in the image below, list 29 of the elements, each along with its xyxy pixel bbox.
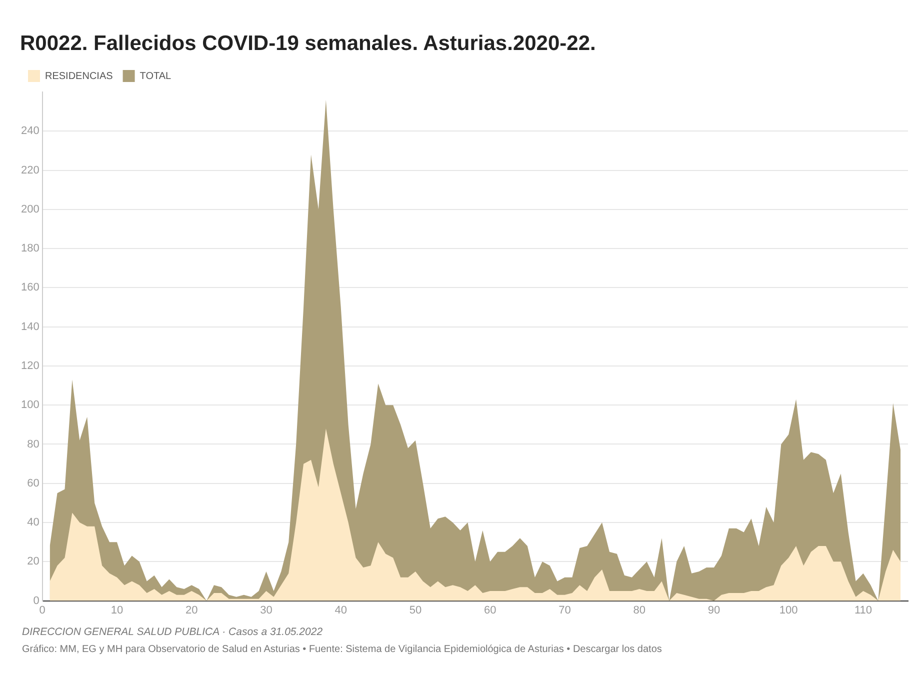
x-tick-label: 40 (334, 604, 347, 616)
y-tick-label: 60 (27, 477, 40, 490)
x-tick-label: 80 (633, 604, 646, 616)
y-tick-label: 80 (27, 438, 40, 450)
y-tick-label: 20 (27, 556, 40, 568)
y-tick-label: 240 (20, 125, 40, 138)
chart-title: R0022. Fallecidos COVID-19 semanales. Asturias.2020-22. (20, 32, 597, 56)
y-tick-label: 100 (20, 399, 40, 412)
legend-label: TOTAL (140, 70, 172, 82)
x-tick-label: 20 (185, 604, 198, 616)
legend-label: RESIDENCIAS (45, 70, 114, 82)
x-tick-label: 50 (409, 604, 422, 616)
y-tick-label: 40 (27, 516, 40, 529)
y-tick-label: 120 (20, 360, 40, 372)
y-tick-label: 180 (20, 242, 40, 255)
text: Gráfico: MM, EG y MH para Observatorio de Salud en Asturias • Fuente: Sistema de Vigilancia Epidemiológica de Asturias • Descargar los datos (22, 644, 663, 655)
x-tick-label: 90 (708, 604, 720, 616)
x-tick-label: 30 (260, 604, 272, 616)
x-tick-label: 70 (558, 604, 571, 616)
y-tick-label: 0 (33, 594, 40, 607)
y-tick-label: 140 (20, 320, 40, 333)
y-tick-label: 160 (20, 282, 40, 294)
x-tick-label: 10 (110, 604, 124, 616)
text: DIRECCION GENERAL SALUD PUBLICA · Casos a 31.05.2022 (22, 626, 324, 638)
y-tick-label: 200 (20, 203, 40, 216)
x-tick-label: 60 (484, 604, 496, 616)
y-tick-label: 220 (20, 164, 40, 176)
x-tick-label: 110 (854, 604, 872, 616)
x-tick-label: 100 (779, 604, 798, 616)
